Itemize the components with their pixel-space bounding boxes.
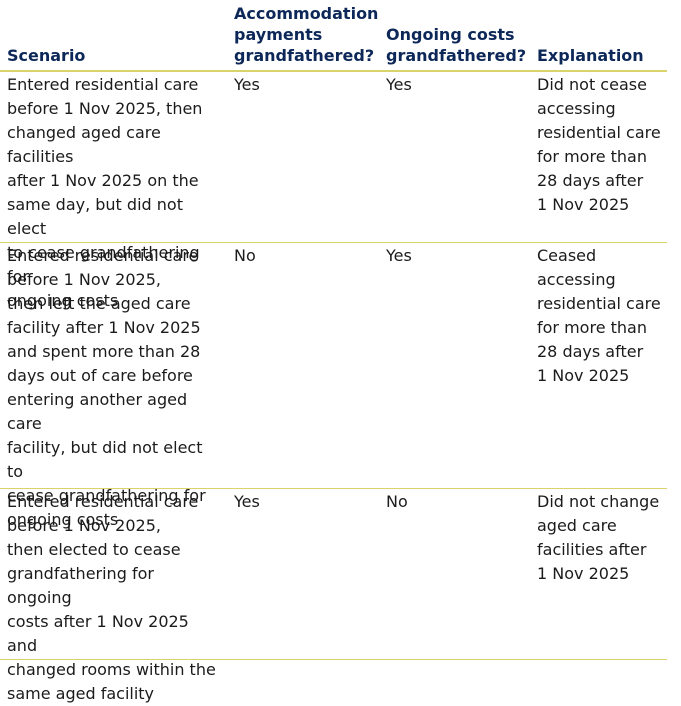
table-row: Entered residential care before 1 Nov 20… xyxy=(0,73,667,310)
header-ongoing: Ongoing costs grandfathered? xyxy=(386,25,527,65)
scenario-cell: Entered residential care before 1 Nov 20… xyxy=(7,492,216,703)
header-divider xyxy=(0,70,667,72)
table-header-row: Scenario Accommodation payments grandfat… xyxy=(0,0,667,72)
header-accommodation: Accommodation payments grandfathered? xyxy=(234,4,379,65)
accommodation-cell: Yes xyxy=(234,75,260,94)
header-explanation: Explanation xyxy=(537,46,644,65)
accommodation-cell: No xyxy=(234,246,256,265)
explanation-cell: Ceased accessing residential care for mo… xyxy=(537,246,661,385)
table-row: Entered residential care before 1 Nov 20… xyxy=(0,244,667,529)
scenario-cell: Entered residential care before 1 Nov 20… xyxy=(7,246,206,529)
accommodation-cell: Yes xyxy=(234,492,260,511)
scenario-cell: Entered residential care before 1 Nov 20… xyxy=(7,75,203,310)
explanation-cell: Did not change aged care facilities afte… xyxy=(537,492,660,583)
ongoing-cell: No xyxy=(386,492,408,511)
table-row: Entered residential care before 1 Nov 20… xyxy=(0,490,667,703)
ongoing-cell: Yes xyxy=(386,75,412,94)
grandfathering-table: Scenario Accommodation payments grandfat… xyxy=(0,0,667,703)
header-scenario: Scenario xyxy=(7,46,86,65)
ongoing-cell: Yes xyxy=(386,246,412,265)
explanation-cell: Did not cease accessing residential care… xyxy=(537,75,661,214)
